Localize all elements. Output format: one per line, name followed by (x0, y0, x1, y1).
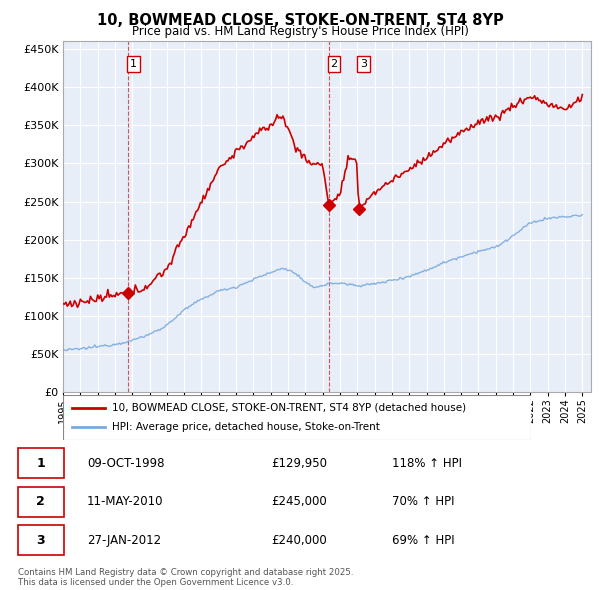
Text: 70% ↑ HPI: 70% ↑ HPI (392, 495, 455, 508)
Text: Contains HM Land Registry data © Crown copyright and database right 2025.
This d: Contains HM Land Registry data © Crown c… (18, 568, 353, 587)
FancyBboxPatch shape (18, 525, 64, 555)
Text: 1: 1 (37, 457, 45, 470)
Text: 27-JAN-2012: 27-JAN-2012 (87, 533, 161, 546)
FancyBboxPatch shape (63, 395, 531, 440)
Text: 1: 1 (130, 59, 137, 69)
Text: 2: 2 (37, 495, 45, 508)
Text: £240,000: £240,000 (271, 533, 327, 546)
Text: 10, BOWMEAD CLOSE, STOKE-ON-TRENT, ST4 8YP: 10, BOWMEAD CLOSE, STOKE-ON-TRENT, ST4 8… (97, 13, 503, 28)
Text: 3: 3 (360, 59, 367, 69)
Text: 2: 2 (331, 59, 338, 69)
Text: 69% ↑ HPI: 69% ↑ HPI (392, 533, 455, 546)
Text: £245,000: £245,000 (271, 495, 327, 508)
FancyBboxPatch shape (18, 487, 64, 517)
Text: 09-OCT-1998: 09-OCT-1998 (87, 457, 164, 470)
Text: Price paid vs. HM Land Registry's House Price Index (HPI): Price paid vs. HM Land Registry's House … (131, 25, 469, 38)
Text: £129,950: £129,950 (271, 457, 327, 470)
FancyBboxPatch shape (18, 448, 64, 478)
Text: 11-MAY-2010: 11-MAY-2010 (87, 495, 163, 508)
Text: HPI: Average price, detached house, Stoke-on-Trent: HPI: Average price, detached house, Stok… (112, 422, 380, 432)
Text: 10, BOWMEAD CLOSE, STOKE-ON-TRENT, ST4 8YP (detached house): 10, BOWMEAD CLOSE, STOKE-ON-TRENT, ST4 8… (112, 403, 466, 412)
Text: 118% ↑ HPI: 118% ↑ HPI (392, 457, 462, 470)
Text: 3: 3 (37, 533, 45, 546)
